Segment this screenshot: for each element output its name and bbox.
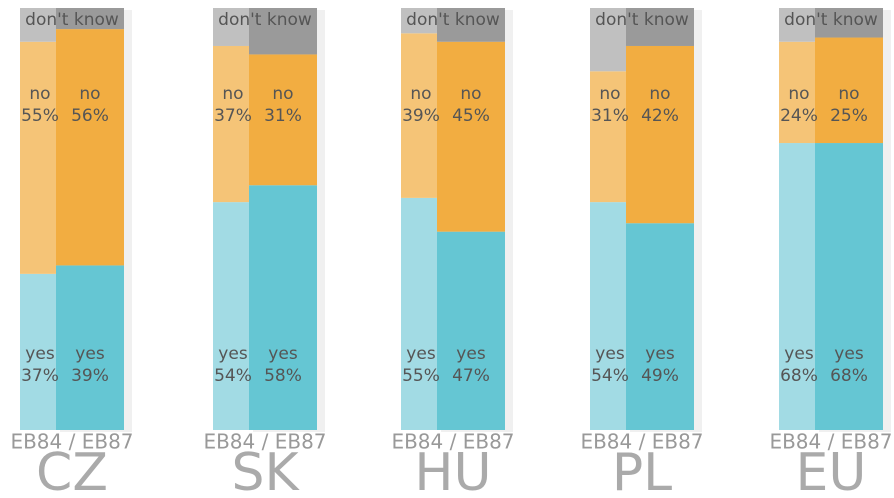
bar-segment xyxy=(249,185,317,430)
bar-segment xyxy=(437,231,505,430)
segment-name: no xyxy=(272,84,293,104)
data-label: 25% xyxy=(830,106,868,126)
bar-segment xyxy=(249,8,317,55)
wave-label: EB84 / EB87 xyxy=(10,430,133,454)
data-label: 39% xyxy=(71,366,109,386)
segment-name: no xyxy=(29,84,50,104)
bar-segment xyxy=(249,54,317,186)
bar-segment xyxy=(815,8,883,38)
bar-segment xyxy=(779,41,815,144)
data-label: 55% xyxy=(21,106,59,126)
bar-segment xyxy=(56,265,124,430)
bar-segment xyxy=(20,273,56,430)
category-label: EU xyxy=(796,443,867,498)
segment-name: no xyxy=(599,84,620,104)
segment-name: no xyxy=(788,84,809,104)
bar-segment xyxy=(20,8,56,42)
data-label: 47% xyxy=(452,366,490,386)
data-label: 37% xyxy=(214,106,252,126)
bar-segment xyxy=(779,8,815,42)
bar-segment xyxy=(56,29,124,266)
segment-name: yes xyxy=(268,344,298,364)
segment-name: don't know xyxy=(595,10,689,30)
data-label: 45% xyxy=(452,106,490,126)
segment-name: yes xyxy=(595,344,625,364)
bar-segment xyxy=(401,8,437,34)
bar-segment xyxy=(590,71,626,203)
segment-name: no xyxy=(649,84,670,104)
data-label: 58% xyxy=(264,366,302,386)
data-label: 31% xyxy=(591,106,629,126)
segment-name: no xyxy=(222,84,243,104)
segment-name: yes xyxy=(406,344,436,364)
data-label: 24% xyxy=(780,106,818,126)
data-label: 54% xyxy=(591,366,629,386)
segment-name: yes xyxy=(218,344,248,364)
segment-name: don't know xyxy=(406,10,500,30)
data-label: 49% xyxy=(641,366,679,386)
bar-segment xyxy=(437,41,505,232)
segment-name: no xyxy=(460,84,481,104)
wave-label: EB84 / EB87 xyxy=(203,430,326,454)
data-label: 54% xyxy=(214,366,252,386)
category-label: HU xyxy=(414,443,491,498)
segment-name: don't know xyxy=(25,10,119,30)
bar-segment xyxy=(401,33,437,198)
bar-segment xyxy=(213,8,249,46)
wave-label: EB84 / EB87 xyxy=(580,430,703,454)
bar-segment xyxy=(815,143,883,431)
bar-segment xyxy=(213,45,249,203)
wave-label: EB84 / EB87 xyxy=(391,430,514,454)
data-label: 56% xyxy=(71,106,109,126)
bar-segment xyxy=(626,45,694,224)
category-label: PL xyxy=(612,443,672,498)
data-label: 39% xyxy=(402,106,440,126)
data-label: 37% xyxy=(21,366,59,386)
segment-name: yes xyxy=(25,344,55,364)
category-label: SK xyxy=(231,443,300,498)
segment-name: yes xyxy=(456,344,486,364)
segment-name: no xyxy=(410,84,431,104)
segment-name: don't know xyxy=(784,10,878,30)
data-label: 42% xyxy=(641,106,679,126)
bar-segment xyxy=(626,223,694,430)
bar-segment xyxy=(626,8,694,46)
segment-name: no xyxy=(838,84,859,104)
bar-segment xyxy=(213,202,249,430)
segment-name: yes xyxy=(645,344,675,364)
bar-segment xyxy=(401,197,437,430)
bar-segment xyxy=(56,8,124,30)
category-label: CZ xyxy=(36,443,108,498)
data-label: 31% xyxy=(264,106,302,126)
segment-name: yes xyxy=(834,344,864,364)
wave-label: EB84 / EB87 xyxy=(769,430,892,454)
data-label: 68% xyxy=(780,366,818,386)
bar-segment xyxy=(779,143,815,431)
bar-segment xyxy=(590,8,626,72)
segment-name: don't know xyxy=(218,10,312,30)
segment-name: yes xyxy=(784,344,814,364)
segment-name: no xyxy=(79,84,100,104)
bar-segment xyxy=(590,202,626,430)
bar-segment xyxy=(815,37,883,144)
data-label: 55% xyxy=(402,366,440,386)
segment-name: yes xyxy=(75,344,105,364)
bar-segment xyxy=(20,41,56,274)
data-label: 68% xyxy=(830,366,868,386)
bar-segment xyxy=(437,8,505,42)
